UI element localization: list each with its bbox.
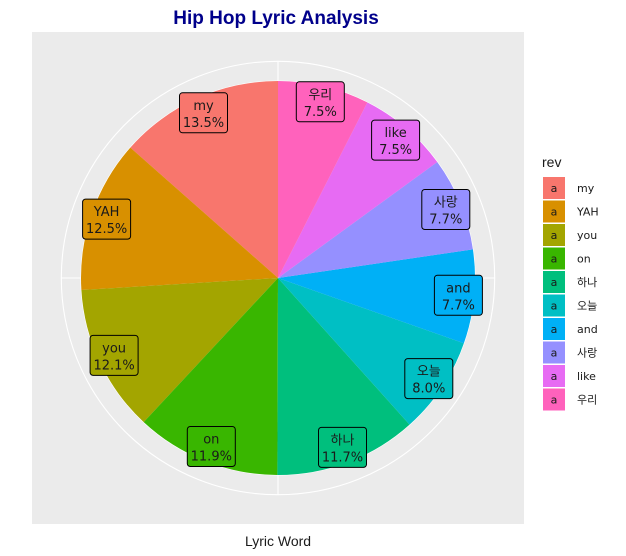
slice-label-percent: 7.7% bbox=[429, 213, 462, 228]
slice-label: 사랑 7.7% bbox=[421, 189, 471, 230]
slice-labels: my 13.5% YAH 12.5% you 12.1% on 11.9% 하나 11.7% 오늘 8… bbox=[82, 81, 483, 468]
slice-label-word: on bbox=[203, 433, 219, 448]
legend-key bbox=[543, 365, 565, 387]
legend-key-glyph: a bbox=[551, 370, 558, 383]
legend-key-glyph: a bbox=[551, 300, 558, 313]
legend-item: a you bbox=[543, 224, 597, 246]
slice-label-percent: 7.5% bbox=[379, 143, 412, 158]
pie-slice bbox=[278, 81, 368, 278]
legend-label: like bbox=[577, 370, 596, 383]
slice-label-box bbox=[82, 198, 132, 240]
legend-key bbox=[543, 200, 565, 223]
slice-label-word: YAH bbox=[93, 205, 120, 220]
legend-key-glyph: a bbox=[551, 206, 558, 219]
legend-label: on bbox=[577, 253, 591, 266]
slice-label: on 11.9% bbox=[186, 426, 236, 467]
slice-label-box bbox=[179, 92, 228, 134]
slice-label-box bbox=[318, 426, 367, 468]
legend-key bbox=[543, 177, 565, 199]
slice-label: 오늘 8.0% bbox=[404, 358, 454, 400]
slice-label-box bbox=[371, 119, 421, 161]
pie-slice bbox=[277, 278, 410, 476]
slice-label-word: my bbox=[193, 99, 214, 114]
slice-label-percent: 11.7% bbox=[322, 450, 363, 465]
slice-label: 하나 11.7% bbox=[318, 426, 367, 468]
slice-label-word: you bbox=[102, 341, 126, 356]
legend-item: a 사랑 bbox=[543, 341, 597, 364]
legend-label: 사랑 bbox=[577, 347, 597, 360]
slice-label-box bbox=[89, 334, 139, 376]
slice-label-percent: 7.7% bbox=[442, 298, 475, 313]
pie-slice bbox=[278, 249, 476, 344]
slice-label-word: 오늘 bbox=[417, 365, 441, 380]
legend-label: you bbox=[577, 229, 597, 242]
slice-label-word: 사랑 bbox=[434, 196, 458, 211]
slice-label-box bbox=[421, 189, 471, 230]
slice-label: 우리 7.5% bbox=[295, 81, 345, 123]
slice-label: and 7.7% bbox=[433, 274, 483, 316]
slice-label-box bbox=[295, 81, 345, 123]
legend-key bbox=[543, 271, 565, 293]
legend-key-glyph: a bbox=[551, 229, 558, 242]
slice-label-word: 하나 bbox=[331, 433, 355, 448]
slice-label-percent: 11.9% bbox=[191, 450, 232, 465]
slice-label: you 12.1% bbox=[89, 334, 139, 376]
legend: a my a YAH a you a on a 하나 a 오늘 a and a 사랑 a like a 우리 bbox=[543, 177, 599, 411]
legend-item: a 오늘 bbox=[543, 294, 597, 317]
pie-slice bbox=[81, 147, 278, 291]
legend-key bbox=[543, 294, 565, 317]
legend-item: a on bbox=[543, 247, 591, 270]
slice-label-box bbox=[433, 274, 483, 316]
legend-key-glyph: a bbox=[551, 276, 558, 289]
slice-label: my 13.5% bbox=[179, 92, 228, 134]
slice-label: YAH 12.5% bbox=[82, 198, 132, 240]
pie-slice bbox=[143, 278, 278, 475]
slice-label-box bbox=[404, 358, 454, 400]
legend-key-glyph: a bbox=[551, 182, 558, 195]
pie-slice bbox=[130, 81, 278, 278]
legend-label: YAH bbox=[576, 206, 599, 219]
legend-key bbox=[543, 318, 565, 340]
slice-label-word: and bbox=[446, 281, 470, 296]
slice-label-percent: 13.5% bbox=[183, 116, 224, 131]
slice-label-word: 우리 bbox=[308, 88, 332, 103]
slice-label-word: like bbox=[384, 126, 406, 141]
legend-key-glyph: a bbox=[551, 394, 558, 407]
legend-key bbox=[543, 247, 565, 270]
legend-title: rev bbox=[542, 154, 561, 170]
legend-key bbox=[543, 341, 565, 364]
legend-label: and bbox=[577, 323, 598, 336]
slice-label-percent: 12.1% bbox=[93, 358, 134, 373]
slice-label-percent: 8.0% bbox=[412, 382, 445, 397]
legend-item: a and bbox=[543, 318, 598, 340]
pie-slice bbox=[81, 278, 279, 423]
chart-title: Hip Hop Lyric Analysis bbox=[173, 8, 379, 29]
legend-key-glyph: a bbox=[551, 347, 558, 360]
legend-key bbox=[543, 388, 565, 411]
legend-key-glyph: a bbox=[551, 323, 558, 336]
slice-label-percent: 7.5% bbox=[304, 105, 337, 120]
legend-item: a YAH bbox=[543, 200, 599, 223]
legend-key bbox=[543, 224, 565, 246]
legend-item: a 우리 bbox=[543, 388, 597, 411]
legend-item: a my bbox=[543, 177, 595, 199]
x-axis-label: Lyric Word bbox=[245, 533, 311, 549]
slice-label: like 7.5% bbox=[371, 119, 421, 161]
legend-label: 우리 bbox=[577, 394, 597, 407]
legend-label: 오늘 bbox=[577, 300, 597, 313]
legend-label: 하나 bbox=[577, 275, 597, 289]
legend-label: my bbox=[577, 182, 595, 195]
slice-label-box bbox=[186, 426, 236, 467]
legend-item: a 하나 bbox=[543, 271, 597, 293]
slice-label-percent: 12.5% bbox=[86, 222, 127, 237]
legend-key-glyph: a bbox=[551, 253, 558, 266]
legend-item: a like bbox=[543, 365, 596, 387]
